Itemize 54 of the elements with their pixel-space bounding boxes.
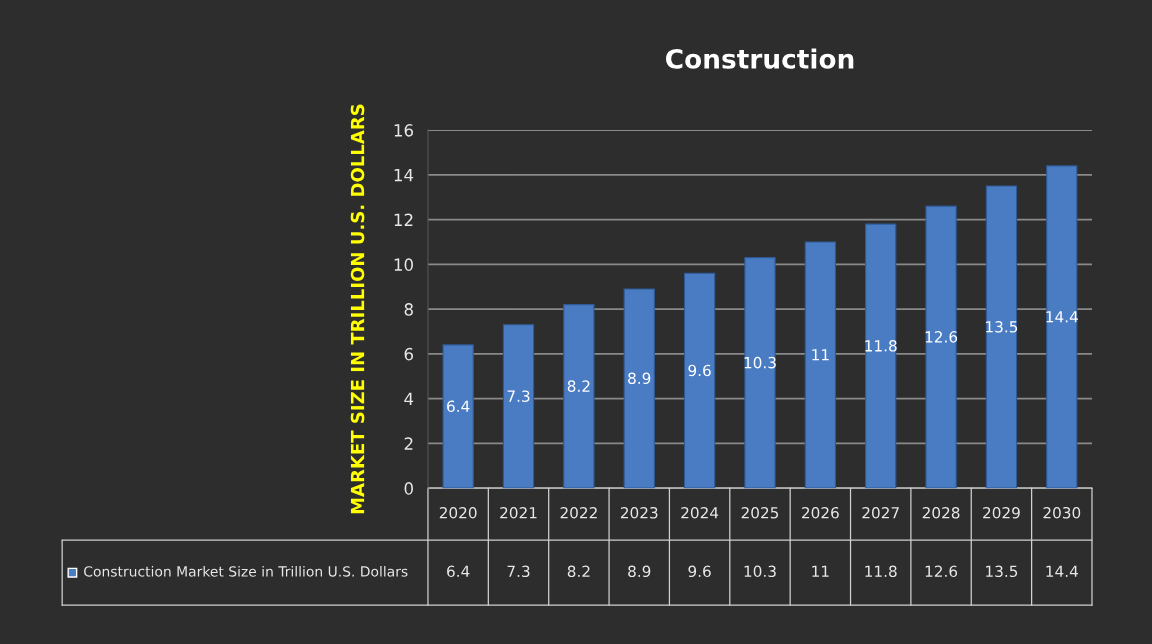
text: 6.4: [447, 565, 470, 578]
data-label: 10.3: [744, 356, 776, 369]
data-label: 7.3: [507, 390, 530, 402]
legend-label: Construction Market Size in Trillion U.S. Dollars: [84, 565, 408, 577]
bar: [1046, 165, 1078, 489]
x-tick-label: 2030: [1043, 506, 1081, 519]
data-label: 8.9: [628, 372, 651, 385]
text: 10.3: [744, 565, 776, 578]
text: 9.6: [688, 565, 711, 578]
text: 11.8: [865, 565, 897, 578]
data-label: 11: [812, 349, 829, 361]
x-tick-label: 2020: [439, 506, 477, 519]
y-tick-label: 4: [404, 392, 414, 405]
x-tick-label: 2025: [741, 506, 779, 519]
y-tick-label: 6: [404, 347, 414, 361]
bar: [744, 257, 776, 489]
bar: [865, 223, 897, 489]
x-tick-label: 2028: [922, 506, 960, 519]
text: 7.3: [507, 565, 530, 578]
x-tick-label: 2029: [983, 506, 1020, 519]
y-tick-label: 14: [394, 169, 414, 182]
y-tick-label: 0: [404, 482, 413, 495]
text: 13.5: [986, 565, 1018, 578]
text: 14.4: [1046, 565, 1078, 577]
y-tick-label: 16: [394, 124, 414, 137]
text: 8.2: [567, 565, 590, 578]
bar: [442, 344, 474, 489]
data-label: 6.4: [447, 400, 470, 413]
text: 11: [812, 565, 829, 577]
y-tick-label: 2: [404, 437, 413, 450]
data-label: 13.5: [986, 321, 1018, 333]
x-tick-label: 2026: [802, 506, 839, 519]
chart-title: Construction: [666, 48, 854, 69]
data-label: 12.6: [925, 331, 958, 343]
bar: [623, 288, 655, 489]
x-tick-label: 2021: [500, 506, 537, 519]
x-tick-label: 2024: [681, 506, 719, 519]
y-tick-label: 8: [404, 303, 413, 316]
x-tick-label: 2023: [620, 506, 658, 519]
y-tick-label: 10: [394, 258, 413, 271]
y-tick-label: 12: [394, 213, 413, 226]
bar: [683, 272, 716, 489]
bar: [804, 241, 836, 489]
data-label: 8.2: [567, 380, 590, 392]
bar: [563, 304, 595, 489]
bar: [502, 324, 535, 489]
y-axis-title: MARKET SIZE IN TRILLION U.S. DOLLARS: [350, 104, 365, 514]
text: 12.6: [925, 565, 958, 578]
data-label: 9.6: [688, 364, 711, 377]
bar: [985, 185, 1018, 489]
bar: [925, 205, 957, 489]
text: 8.9: [628, 565, 651, 578]
x-tick-label: 2027: [862, 506, 899, 519]
x-tick-label: 2022: [560, 506, 597, 519]
